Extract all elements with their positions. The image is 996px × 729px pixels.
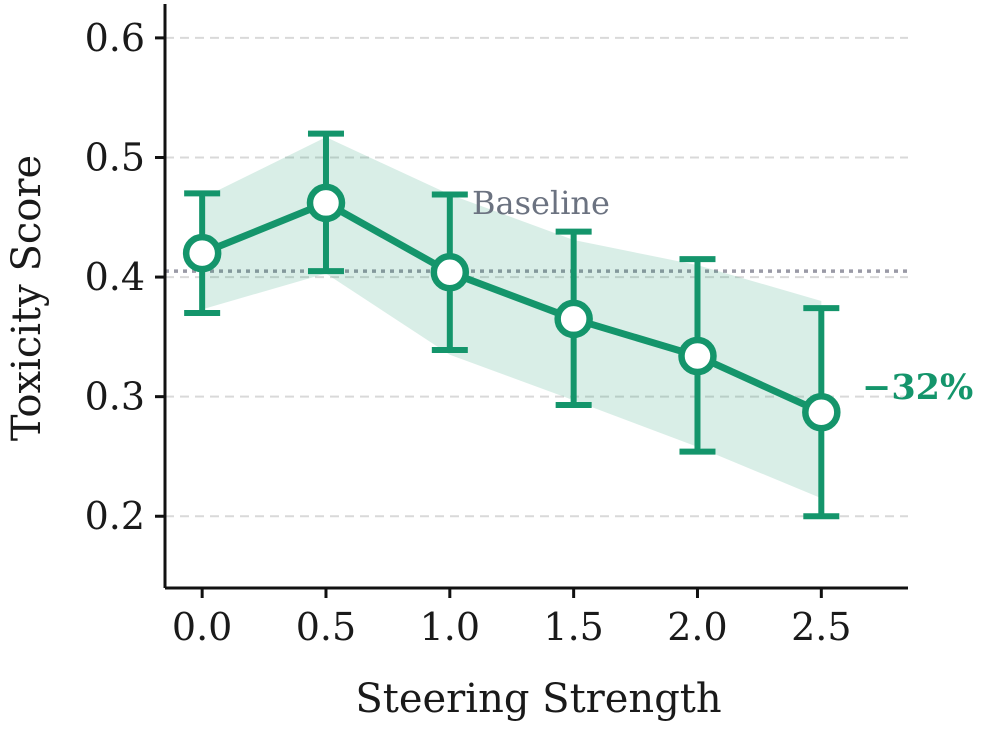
x-tick-label-0: 0.0	[172, 605, 232, 649]
series-polyline	[200, 199, 823, 416]
baseline-label: Baseline	[472, 184, 610, 222]
x-axis-label: Steering Strength	[355, 676, 721, 722]
data-point-3	[554, 299, 593, 339]
y-axis-label: Toxicity Score	[4, 155, 50, 441]
y-tick-label-0: 0.2	[85, 494, 145, 538]
data-point-2	[430, 253, 470, 292]
x-axis-ticks: 0.0 0.5 1.0 1.5 2.0 2.5	[172, 588, 852, 649]
y-tick-label-3: 0.5	[85, 135, 145, 179]
data-point-4	[678, 336, 717, 376]
data-point-5	[802, 392, 841, 432]
y-axis-ticks: 0.2 0.3 0.4 0.5 0.6	[85, 16, 165, 538]
axes	[163, 4, 908, 590]
x-tick-label-1: 0.5	[296, 605, 356, 649]
confidence-band-area	[202, 137, 822, 499]
data-point-0	[182, 233, 222, 273]
reduction-annotation: −32%	[862, 367, 973, 408]
x-tick-label-4: 2.0	[667, 605, 727, 649]
data-point-1	[306, 183, 346, 223]
y-tick-label-4: 0.6	[85, 16, 145, 60]
x-tick-label-3: 1.5	[543, 605, 603, 649]
x-tick-label-5: 2.5	[791, 605, 851, 649]
data-points	[182, 183, 841, 432]
series-line	[200, 199, 823, 416]
confidence-band	[202, 137, 822, 499]
y-tick-label-1: 0.3	[85, 375, 145, 419]
y-tick-label-2: 0.4	[85, 255, 145, 299]
x-tick-label-2: 1.0	[420, 605, 480, 649]
